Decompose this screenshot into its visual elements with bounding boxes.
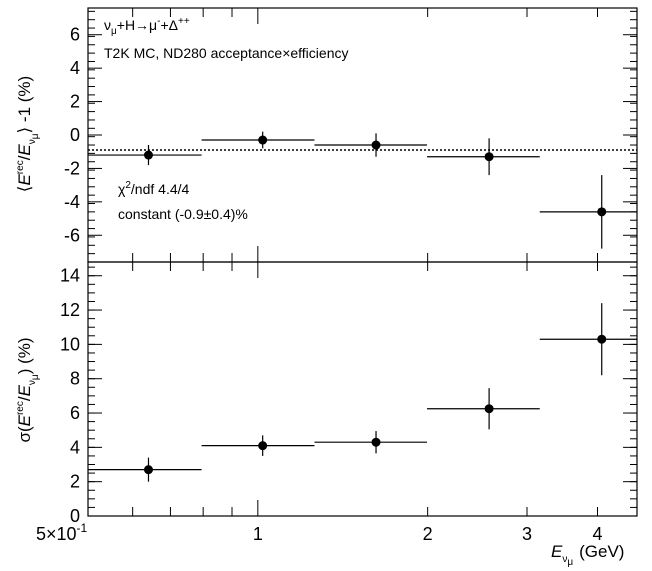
top-y-tick-label: -4: [64, 192, 80, 212]
bottom-data-point: [143, 465, 153, 475]
x-tick-label: 2: [423, 524, 433, 544]
top-data-point: [143, 150, 153, 160]
x-tick-label: 3: [522, 524, 532, 544]
x-tick-label: 4: [592, 524, 602, 544]
top-data-point: [371, 140, 381, 150]
x-axis-label: Eνμ(GeV): [551, 542, 624, 568]
bottom-y-tick-label: 8: [70, 369, 80, 389]
bottom-y-tick-label: 10: [60, 334, 80, 354]
chi2-label: χ2/ndf 4.4/4: [118, 180, 190, 197]
top-y-tick-label: 4: [70, 58, 80, 78]
top-y-tick-label: 6: [70, 25, 80, 45]
bottom-ylabel: σ(Erec/Eνμ) (%): [15, 337, 41, 442]
bottom-data-point: [371, 437, 381, 447]
bottom-data-point: [597, 334, 607, 344]
top-y-tick-label: 2: [70, 92, 80, 112]
bottom-y-tick-label: 6: [70, 403, 80, 423]
top-y-tick-label: 0: [70, 125, 80, 145]
bottom-data-point: [258, 441, 268, 451]
top-data-point: [258, 135, 268, 145]
bottom-y-tick-label: 12: [60, 300, 80, 320]
bottom-y-tick-label: 2: [70, 472, 80, 492]
top-data-point: [484, 152, 494, 162]
bottom-y-tick-label: 14: [60, 266, 80, 286]
x-tick-label: 1: [253, 524, 263, 544]
process-label: νμ+H→μ-+Δ++: [104, 16, 190, 37]
top-ylabel: ⟨Erec/Eνμ⟩ -1 (%): [15, 76, 41, 192]
top-y-tick-label: -6: [64, 225, 80, 245]
bottom-data-point: [484, 404, 494, 414]
bottom-plot-frame: [87, 261, 638, 517]
x-tick-label: 5×10-1: [36, 521, 88, 544]
top-data-point: [597, 207, 607, 217]
bottom-y-tick-label: 0: [70, 506, 80, 526]
top-y-tick-label: -2: [64, 158, 80, 178]
sample-label: T2K MC, ND280 acceptance×efficiency: [104, 45, 348, 61]
bottom-y-tick-label: 4: [70, 437, 80, 457]
constant-label: constant (-0.9±0.4)%: [118, 206, 248, 222]
